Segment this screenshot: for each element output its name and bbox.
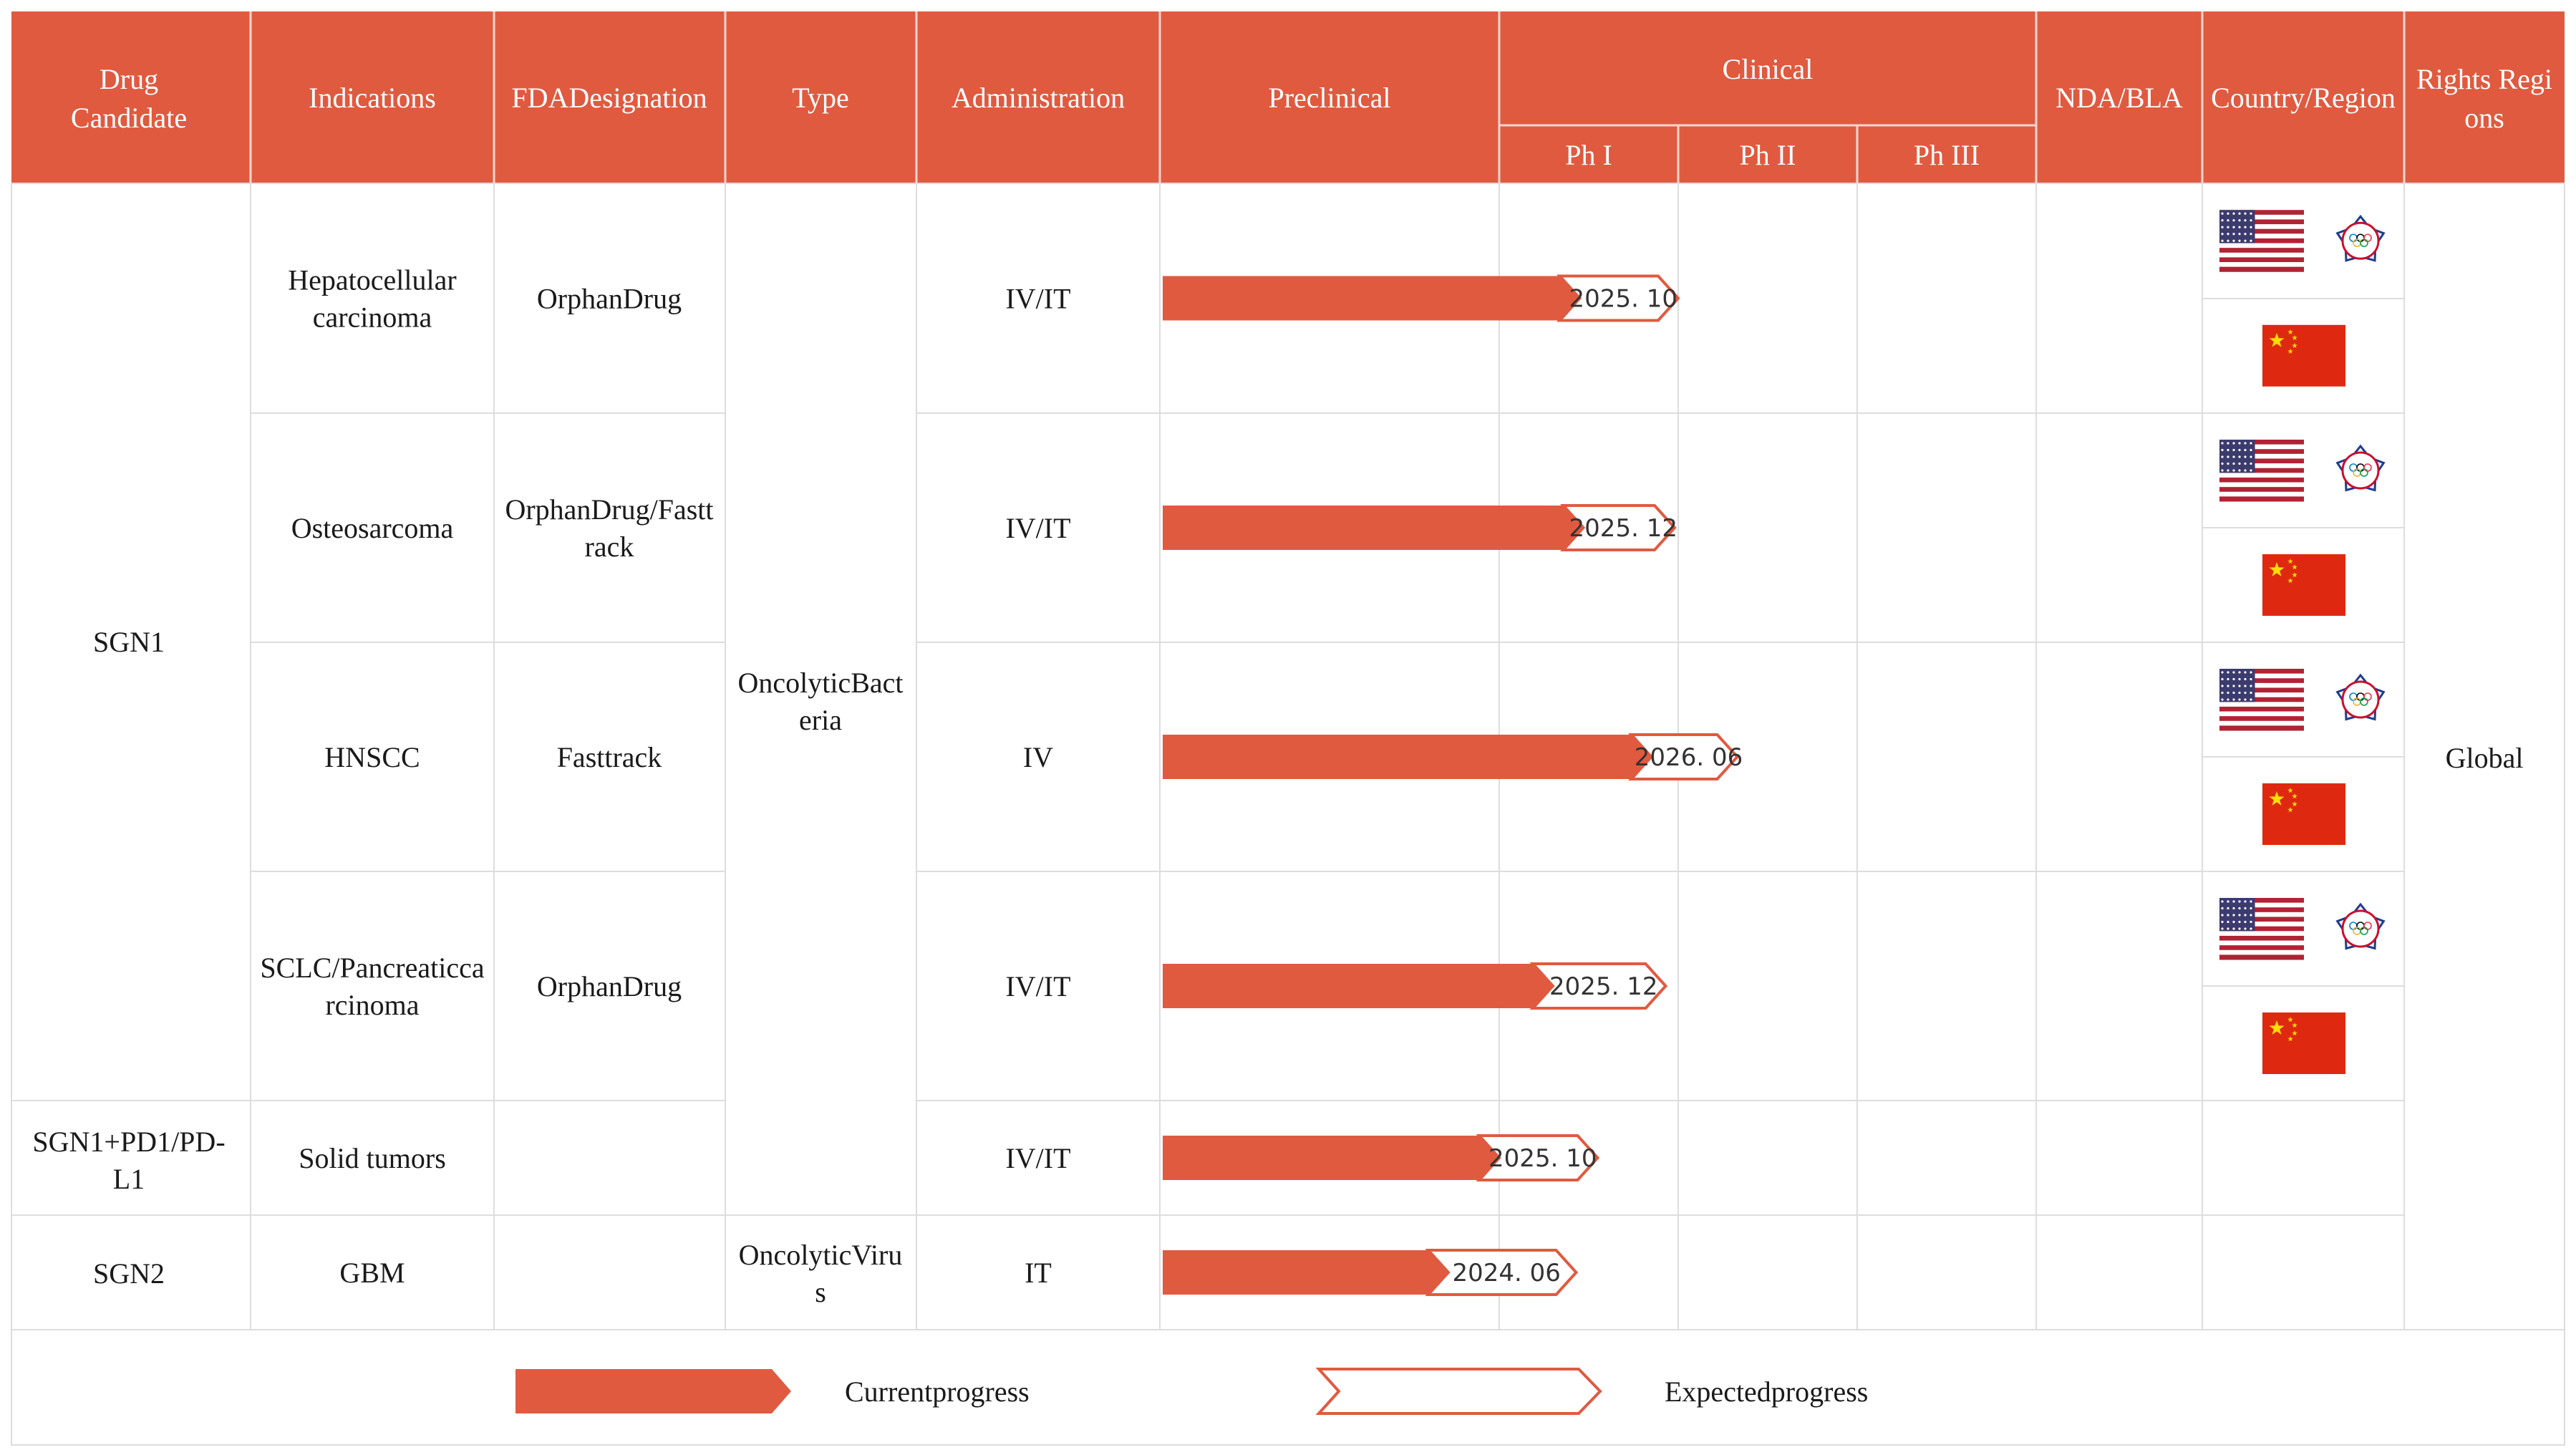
row-3-indication-line1: HNSCC — [324, 741, 420, 773]
type-oncolytic-bacteria-line1: OncolyticBact — [737, 667, 903, 699]
row-6-expected-date: 2024. 06 — [1452, 1259, 1560, 1287]
type-oncolytic-virus-line1: OncolyticViru — [739, 1239, 903, 1271]
row-4-administration: IV/IT — [1005, 970, 1070, 1002]
row-5-administration: IV/IT — [1005, 1142, 1070, 1174]
type-oncolytic-virus-line2: s — [815, 1276, 826, 1308]
row-4-indication-line2: rcinoma — [325, 989, 419, 1021]
legend-expected-swatch — [1315, 1368, 1602, 1415]
drug-sgn1: SGN1 — [93, 626, 165, 658]
type-oncolytic-bacteria-line2: eria — [799, 704, 842, 736]
header-ph2: Ph II — [1740, 139, 1796, 171]
row-6-indication-line1: GBM — [339, 1257, 405, 1289]
row-4-chinese-taipei-emblem — [2335, 902, 2386, 950]
header-preclinical: Preclinical — [1268, 82, 1390, 114]
row-2-indication-line1: Osteosarcoma — [291, 512, 454, 544]
row-1-usa-flag — [2219, 210, 2304, 272]
row-5-indication-line1: Solid tumors — [299, 1142, 446, 1174]
legend-current-label: Currentprogress — [845, 1376, 1030, 1408]
row-2-current-bar — [1163, 506, 1584, 550]
header-country-region: Country/Region — [2211, 82, 2396, 114]
row-1-expected-date: 2025. 10 — [1569, 285, 1677, 314]
header-administration: Administration — [952, 82, 1125, 114]
row-4-china-flag — [2262, 1012, 2345, 1074]
row-1-chinese-taipei-emblem — [2335, 214, 2386, 262]
row-3-chinese-taipei-emblem — [2335, 673, 2386, 721]
row-3-fda-line1: Fasttrack — [557, 741, 662, 773]
header-ph3: Ph III — [1914, 139, 1980, 171]
row-1-current-bar — [1163, 276, 1580, 321]
row-6-current-bar — [1163, 1250, 1448, 1295]
row-3-expected-bar — [1627, 733, 1740, 780]
row-1-fda-line1: OrphanDrug — [537, 283, 682, 315]
row-4-expected-date: 2025. 12 — [1549, 972, 1657, 1001]
row-5-expected-bar — [1476, 1134, 1600, 1181]
row-6-administration: IT — [1025, 1257, 1052, 1289]
row-4-fda-line1: OrphanDrug — [537, 970, 682, 1002]
row-3-usa-flag — [2219, 669, 2304, 731]
header-rights-regions-line1: Rights Regi — [2416, 63, 2552, 95]
row-4-usa-flag — [2219, 898, 2304, 960]
header-bar — [11, 11, 2565, 183]
row-1-indication-line2: carcinoma — [313, 301, 432, 334]
rights-global: Global — [2446, 742, 2524, 774]
pipeline-rows: Hepatocellular carcinoma OrphanDrug IV/IT 20… — [260, 210, 2386, 1296]
row-2-china-flag — [2262, 554, 2345, 616]
header-type: Type — [792, 82, 848, 114]
row-2-expected-bar — [1559, 504, 1677, 551]
row-4-expected-bar — [1529, 962, 1668, 1010]
header-nda-bla: NDA/BLA — [2056, 82, 2183, 114]
row-3-expected-date: 2026. 06 — [1635, 743, 1743, 772]
row-5-expected-date: 2025. 10 — [1488, 1144, 1597, 1173]
legend: Currentprogress Expectedprogress — [515, 1368, 1868, 1415]
header-indications: Indications — [309, 82, 436, 114]
drug-sgn1-pd1-line2: L1 — [113, 1163, 145, 1195]
row-4-indication-line1: SCLC/Pancreaticca — [260, 952, 484, 984]
header-clinical: Clinical — [1723, 53, 1814, 85]
row-3-administration: IV — [1023, 741, 1053, 773]
row-6-expected-bar — [1425, 1249, 1579, 1296]
row-3-current-bar — [1163, 735, 1652, 779]
header-drug-candidate-line2: Candidate — [71, 102, 187, 134]
row-5-current-bar — [1163, 1136, 1499, 1180]
row-2-fda-line2: rack — [585, 531, 634, 563]
header-drug-candidate-line1: Drug — [100, 63, 158, 95]
row-4-current-bar — [1163, 964, 1553, 1008]
row-1-china-flag — [2262, 324, 2345, 387]
row-1-administration: IV/IT — [1005, 283, 1070, 315]
row-2-administration: IV/IT — [1005, 512, 1070, 544]
row-3-china-flag — [2262, 783, 2345, 845]
header-rights-regions-line2: ons — [2464, 102, 2504, 134]
drug-sgn1-pd1-line1: SGN1+PD1/PD- — [32, 1126, 225, 1158]
row-2-expected-date: 2025. 12 — [1569, 514, 1677, 543]
header-fda-designation: FDADesignation — [511, 82, 707, 114]
header-ph1: Ph I — [1565, 139, 1612, 171]
legend-expected-label: Expectedprogress — [1665, 1376, 1868, 1408]
row-1-indication-line1: Hepatocellular — [288, 264, 456, 296]
header-dividers — [249, 11, 2406, 183]
legend-current-swatch — [515, 1369, 791, 1413]
row-2-chinese-taipei-emblem — [2335, 444, 2386, 492]
row-2-usa-flag — [2219, 440, 2304, 502]
drug-sgn2: SGN2 — [93, 1257, 165, 1290]
row-2-fda-line1: OrphanDrug/Fastt — [505, 493, 713, 526]
row-1-expected-bar — [1556, 274, 1680, 322]
